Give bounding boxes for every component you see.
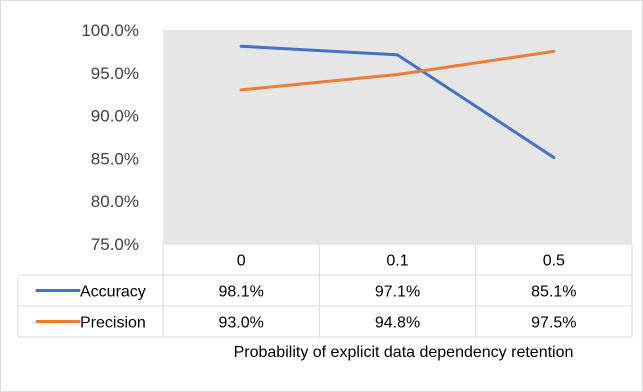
legend-label: Precision (80, 315, 146, 332)
data-table: 0 0.1 0.5 Accuracy 98.1% 97.1% 85.1% Precision 9… (17, 243, 633, 338)
y-tick-label: 80.0% (91, 192, 139, 211)
data-label: 97.5% (531, 315, 576, 332)
y-tick-label: 95.0% (91, 64, 139, 83)
data-label: 93.0% (218, 315, 263, 332)
legend-label: Accuracy (80, 284, 146, 301)
series-line (239, 44, 556, 160)
y-tick-label: 75.0% (91, 235, 139, 254)
y-axis: 100.0% 95.0% 90.0% 85.0% 80.0% 75.0% (81, 21, 139, 254)
x-tick-label: 0 (237, 253, 246, 270)
data-label: 97.1% (375, 284, 420, 301)
x-axis-label: Probability of explicit data dependency … (234, 344, 574, 361)
series-line (239, 49, 556, 92)
plot-area (163, 30, 632, 244)
y-tick-label: 90.0% (91, 107, 139, 126)
series-lines (239, 44, 556, 160)
data-label: 98.1% (218, 284, 263, 301)
data-label: 94.8% (375, 315, 420, 332)
y-tick-label: 85.0% (91, 149, 139, 168)
data-label: 85.1% (531, 284, 576, 301)
y-tick-label: 100.0% (81, 21, 139, 40)
x-tick-label: 0.1 (386, 253, 408, 270)
x-tick-label: 0.5 (543, 253, 565, 270)
